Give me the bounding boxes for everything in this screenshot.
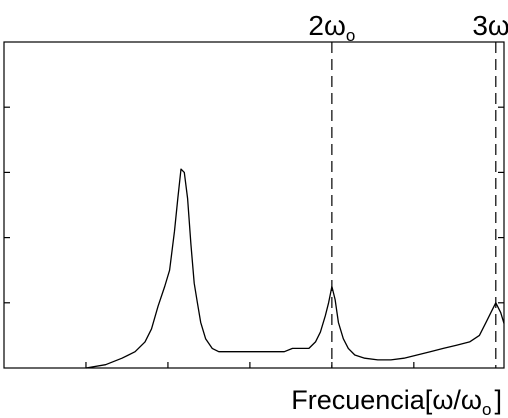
harmonic-label-2: 2ωo [308,10,355,45]
harmonic-label-3: 3ωo [472,10,508,45]
x-axis-label: Frecuencia[ω/ωo] [291,385,502,418]
plot-frame [4,42,504,368]
series-line [86,169,504,368]
